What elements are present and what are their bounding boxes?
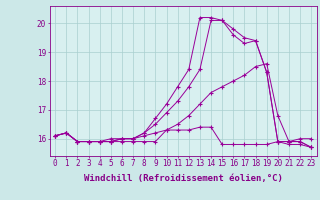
X-axis label: Windchill (Refroidissement éolien,°C): Windchill (Refroidissement éolien,°C) [84, 174, 283, 183]
